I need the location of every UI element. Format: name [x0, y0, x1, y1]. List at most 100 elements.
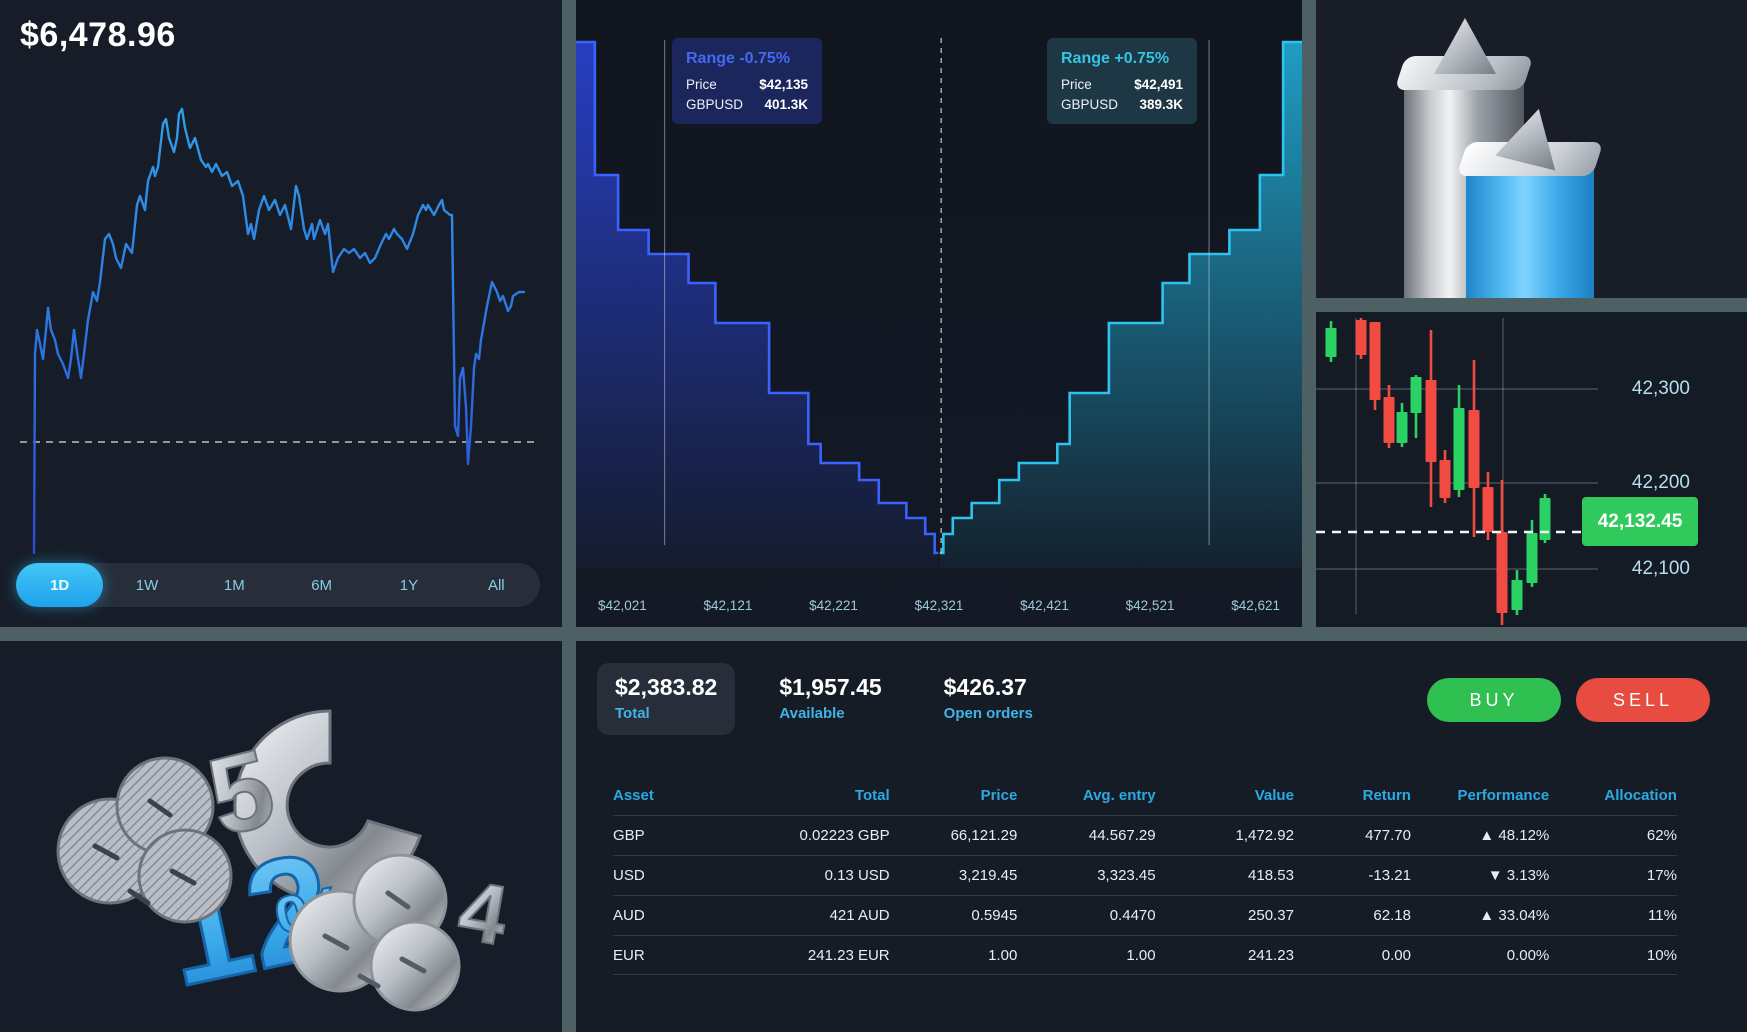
holding-row-aud[interactable]: AUD 421 AUD 0.5945 0.4470 250.37 62.18 ▲ 33.04… — [613, 895, 1677, 935]
account-balance: $6,478.96 — [20, 16, 176, 54]
sell-button[interactable]: SELL — [1576, 678, 1710, 722]
allocation-cell: 62% — [1646, 827, 1677, 844]
cell: 62.18 — [1373, 907, 1411, 924]
candle-up — [1453, 385, 1465, 497]
depth-x-axis: $42,021 $42,121 $42,221 $42,321 $42,421 $42,5… — [576, 598, 1302, 613]
price-axis-label: 42,300 — [1631, 378, 1690, 399]
cell: -13.21 — [1368, 867, 1411, 884]
time-range-selector: 1D 1W 1M 6M 1Y All — [16, 563, 540, 607]
price-axis-label: 42,100 — [1631, 558, 1690, 579]
ask-range-title: Range +0.75% — [1061, 50, 1170, 67]
candle-up — [1539, 494, 1551, 543]
performance-cell: ▲ 48.12% — [1479, 827, 1550, 844]
buy-button[interactable]: BUY — [1427, 678, 1561, 722]
cell: 421 AUD — [829, 907, 890, 924]
depth-axis-label: $42,521 — [1125, 598, 1175, 613]
stat-value: $1,957.45 — [779, 674, 882, 700]
stat-available: $1,957.45 Available — [761, 663, 899, 735]
depth-axis-label: $42,321 — [914, 598, 964, 613]
column-header: Allocation — [1604, 786, 1677, 804]
performance-cell: 0.00% — [1506, 946, 1550, 964]
bid-range-tooltip: Range -0.75% Price $42,135 GBPUSD 401.3K — [672, 38, 822, 124]
range-pill-1d[interactable]: 1D — [16, 563, 104, 607]
cell: 0.4470 — [1109, 907, 1156, 924]
range-pill-1m[interactable]: 1M — [223, 576, 245, 594]
stat-open-orders: $426.37 Open orders — [926, 663, 1051, 735]
column-header: Price — [980, 786, 1018, 804]
cell: 418.53 — [1248, 867, 1294, 884]
holding-row-usd[interactable]: USD 0.13 USD 3,219.45 3,323.45 418.53 -13.21 ▼… — [613, 855, 1677, 895]
cell: 0.00 — [1381, 946, 1411, 964]
holding-row-gbp[interactable]: GBP 0.02223 GBP 66,121.29 44.567.29 1,472.92… — [613, 815, 1677, 855]
stat-label: Available — [779, 705, 845, 722]
range-pill-all[interactable]: All — [487, 576, 505, 594]
stat-label: Total — [615, 705, 650, 722]
depth-axis-label: $42,121 — [703, 598, 753, 613]
candle-down — [1355, 318, 1367, 359]
allocation-cell: 17% — [1646, 867, 1677, 884]
cell: 1.00 — [988, 946, 1018, 964]
trade-actions: BUY SELL — [1427, 678, 1710, 722]
range-pill-6m[interactable]: 6M — [311, 576, 333, 594]
cell: 0.13 USD — [824, 867, 890, 884]
column-header: Asset — [613, 786, 654, 804]
cell: 1.00 — [1126, 946, 1156, 964]
ask-volume-row: GBPUSD 389.3K — [1061, 97, 1183, 112]
cell: 44.567.29 — [1088, 827, 1156, 844]
candle-down — [1383, 385, 1395, 448]
bids-line — [576, 40, 939, 555]
cell: USD — [613, 867, 645, 884]
balance-line-chart — [20, 107, 540, 555]
cell: 66,121.29 — [950, 827, 1018, 844]
depth-axis-label: $42,221 — [809, 598, 858, 613]
blue-bar-3d — [1456, 142, 1604, 298]
allocation-cell: 10% — [1646, 946, 1677, 964]
numbers-illustration-panel: 5 12 % 4 — [0, 641, 562, 1032]
depth-axis-label: $42,021 — [598, 598, 647, 613]
cell: 3,323.45 — [1097, 867, 1156, 884]
cell: EUR — [613, 946, 645, 964]
column-header: Total — [854, 786, 890, 804]
cell: 1,472.92 — [1235, 827, 1294, 844]
price-axis-label: 42,200 — [1631, 472, 1690, 493]
performance-cell: ▼ 3.13% — [1487, 867, 1550, 884]
orderbook-depth-chart[interactable] — [576, 0, 1302, 570]
balance-panel: $6,478.96 1D 1W 1M 6M 1Y All — [0, 0, 562, 627]
candle-up — [1396, 403, 1408, 447]
cell: 250.37 — [1248, 907, 1294, 924]
bid-range-title: Range -0.75% — [686, 50, 791, 67]
up-arrow-icon — [1434, 18, 1496, 74]
ask-price-row: Price $42,491 — [1061, 77, 1183, 92]
candle-up — [1511, 570, 1523, 615]
asks-area — [939, 42, 1302, 568]
column-header: Return — [1362, 786, 1411, 804]
cell: AUD — [613, 907, 645, 924]
holding-row-eur[interactable]: EUR 241.23 EUR 1.00 1.00 241.23 0.00 0.00% 10% — [613, 935, 1677, 975]
depth-axis-label: $42,421 — [1020, 598, 1069, 613]
holdings-header-row: Asset Total Price Avg. entry Value Return Perf… — [613, 775, 1677, 815]
candle-down — [1439, 450, 1451, 503]
candlestick-chart[interactable] — [1316, 312, 1747, 627]
stat-total: $2,383.82 Total — [597, 663, 736, 735]
column-header: Value — [1254, 786, 1294, 804]
depth-axis-label: $42,621 — [1231, 598, 1280, 613]
portfolio-panel: $2,383.82 Total $1,957.45 Available $426.37 O… — [576, 641, 1747, 1032]
candle-down — [1496, 480, 1508, 625]
candle-down — [1482, 472, 1494, 540]
svg-text:4: 4 — [452, 862, 515, 963]
depth-chart-panel: Range -0.75% Price $42,135 GBPUSD 401.3K… — [576, 0, 1302, 627]
range-pill-1y[interactable]: 1Y — [399, 576, 419, 594]
candle-up — [1410, 375, 1422, 438]
pillars-illustration-panel — [1316, 0, 1747, 298]
bid-price-row: Price $42,135 — [686, 77, 808, 92]
balance-line-series — [32, 107, 526, 555]
cell: 241.23 EUR — [807, 946, 890, 964]
range-pill-1w[interactable]: 1W — [135, 576, 159, 594]
cell: 0.02223 GBP — [799, 827, 890, 844]
account-stats: $2,383.82 Total $1,957.45 Available $426.37 O… — [597, 663, 1077, 735]
cell: 477.70 — [1365, 827, 1411, 844]
cell: 241.23 — [1248, 946, 1294, 964]
allocation-cell: 11% — [1648, 907, 1677, 924]
cell: GBP — [613, 827, 645, 844]
